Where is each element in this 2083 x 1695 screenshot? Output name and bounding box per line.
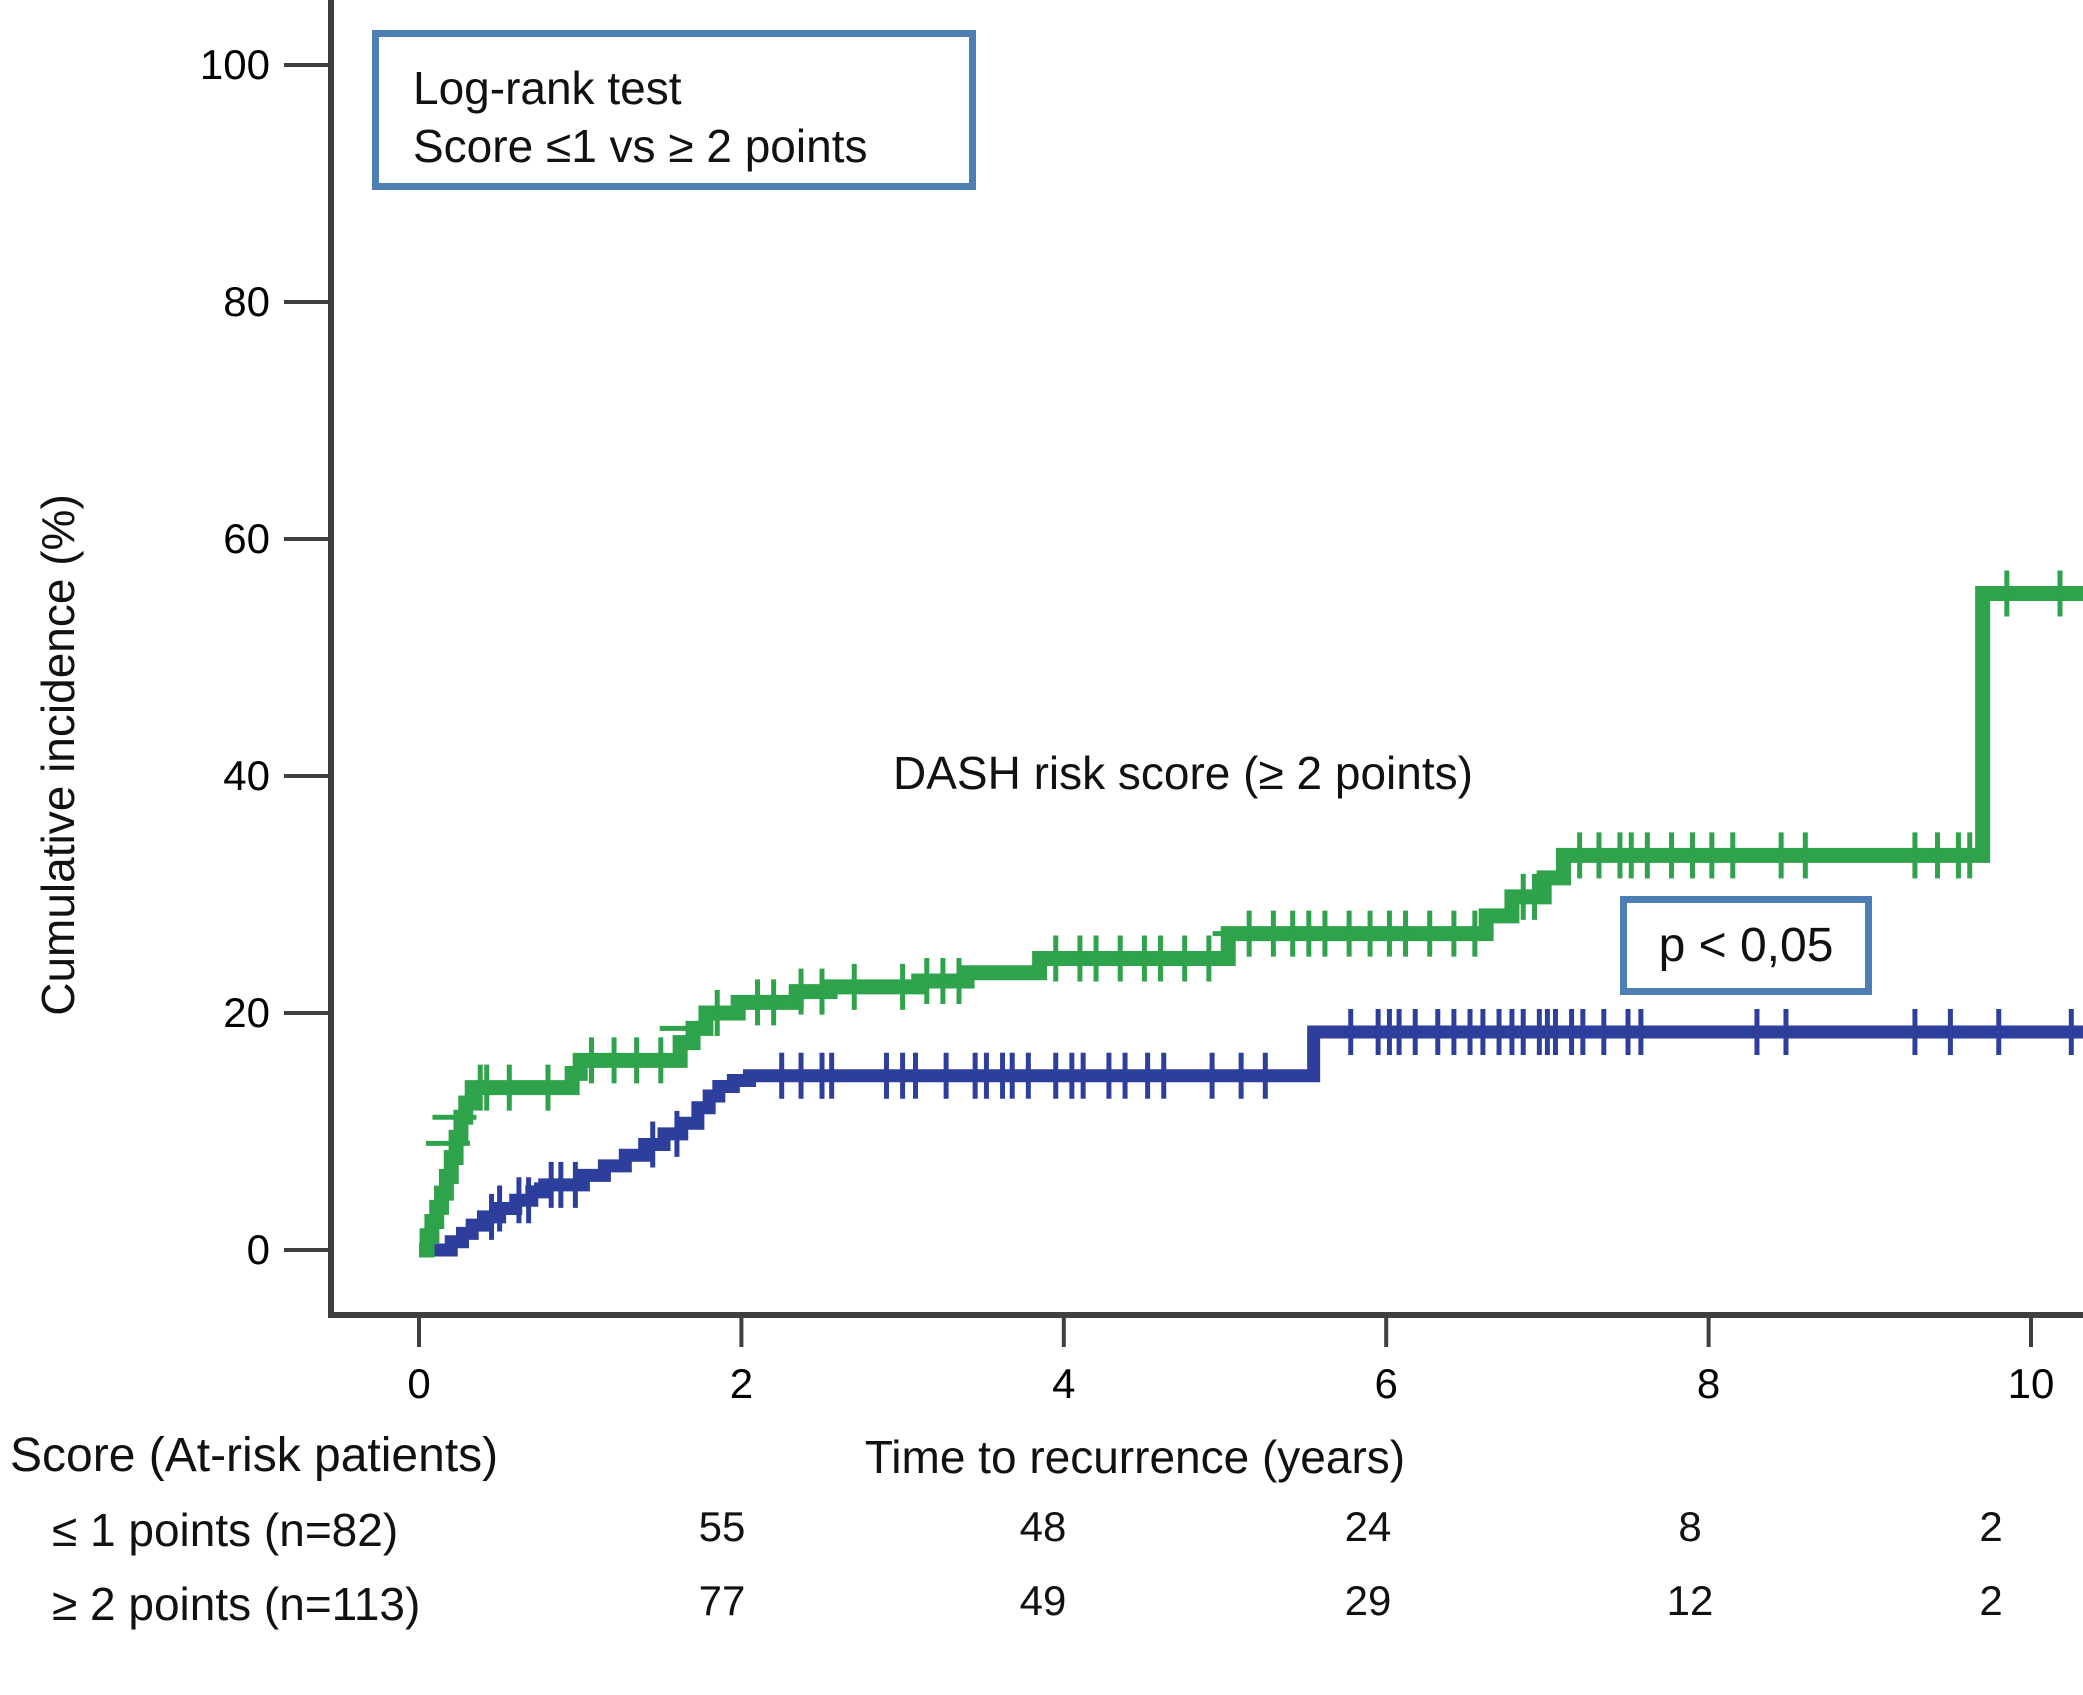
at-risk-row-label-le1: ≤ 1 points (n=82) bbox=[52, 1504, 399, 1556]
p-value-box: p < 0,05 bbox=[1620, 896, 1872, 995]
p-value-text: p < 0,05 bbox=[1658, 919, 1834, 972]
blue-curve bbox=[431, 1008, 2083, 1257]
x-tick-label: 6 bbox=[1375, 1360, 1398, 1407]
x-tick-label: 10 bbox=[2008, 1360, 2055, 1407]
x-axis-title: Time to recurrence (years) bbox=[864, 1431, 1406, 1483]
y-tick-label: 20 bbox=[223, 989, 270, 1036]
green-curve bbox=[419, 570, 2083, 1258]
at-risk-count: 2 bbox=[1979, 1503, 2003, 1550]
at-risk-count: 48 bbox=[1019, 1503, 1067, 1550]
y-tick-label: 40 bbox=[223, 752, 270, 799]
green-step-line bbox=[419, 586, 2083, 1258]
x-tick-label: 2 bbox=[730, 1360, 753, 1407]
y-axis-title: Cumulative incidence (%) bbox=[32, 494, 84, 1016]
y-tick-label: 80 bbox=[223, 278, 270, 325]
at-risk-count: 24 bbox=[1344, 1503, 1392, 1550]
legend-line2: Score ≤1 vs ≥ 2 points bbox=[413, 120, 868, 172]
at-risk-count: 29 bbox=[1344, 1577, 1392, 1624]
y-tick-label: 100 bbox=[200, 41, 270, 88]
at-risk-count: 8 bbox=[1678, 1503, 1702, 1550]
legend-line1: Log-rank test bbox=[413, 62, 682, 114]
x-tick-label: 0 bbox=[407, 1360, 430, 1407]
axis-frame bbox=[328, 0, 2083, 1318]
at-risk-count: 12 bbox=[1666, 1577, 1714, 1624]
at-risk-header: Score (At-risk patients) bbox=[10, 1429, 499, 1482]
at-risk-count: 55 bbox=[698, 1503, 746, 1550]
at-risk-count: 77 bbox=[698, 1577, 746, 1624]
at-risk-row-label-ge2: ≥ 2 points (n=113) bbox=[52, 1578, 421, 1630]
green-curve-label: DASH risk score (≥ 2 points) bbox=[893, 747, 1473, 799]
at-risk-count: 49 bbox=[1019, 1577, 1067, 1624]
blue-step-line bbox=[431, 1025, 2083, 1257]
x-tick-label: 8 bbox=[1697, 1360, 1720, 1407]
y-tick-label: 60 bbox=[223, 515, 270, 562]
at-risk-count: 2 bbox=[1979, 1577, 2003, 1624]
x-tick-label: 4 bbox=[1052, 1360, 1075, 1407]
y-tick-label: 0 bbox=[247, 1226, 270, 1273]
log-rank-legend-box: Log-rank test Score ≤1 vs ≥ 2 points bbox=[372, 30, 976, 190]
